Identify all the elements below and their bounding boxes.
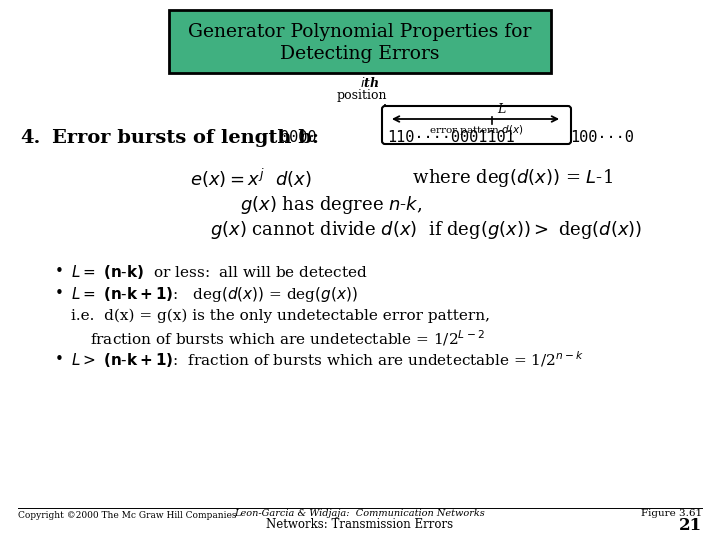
Text: position: position — [337, 89, 387, 102]
Text: fraction of bursts which are undetectable = 1/2$^{L-2}$: fraction of bursts which are undetectabl… — [90, 328, 485, 348]
Text: 110····0001101: 110····0001101 — [387, 131, 515, 145]
Text: L: L — [498, 103, 505, 116]
Text: $g(x)$ cannot divide $d(x)$  if deg$(g(x))>$ deg$(d(x))$: $g(x)$ cannot divide $d(x)$ if deg$(g(x)… — [210, 219, 642, 241]
Text: $L >$ $\mathbf{(n\text{-}k+1)}$:  fraction of bursts which are undetectable = 1/: $L >$ $\mathbf{(n\text{-}k+1)}$: fractio… — [71, 350, 584, 370]
Text: Detecting Errors: Detecting Errors — [280, 45, 440, 63]
Text: $L =$ $\mathbf{(n\text{-}k+1)}$:   deg$(d(x))$ = deg$(g(x))$: $L =$ $\mathbf{(n\text{-}k+1)}$: deg$(d(… — [71, 285, 358, 303]
Text: Error bursts of length b:: Error bursts of length b: — [52, 129, 319, 147]
Text: $g(x)$ has degree $n$-$k$,: $g(x)$ has degree $n$-$k$, — [240, 194, 423, 216]
Text: Copyright ©2000 The Mc Graw Hill Companies: Copyright ©2000 The Mc Graw Hill Compani… — [18, 511, 236, 521]
Text: Networks: Transmission Errors: Networks: Transmission Errors — [266, 517, 454, 530]
Text: 0000: 0000 — [280, 131, 317, 145]
Text: $i$th: $i$th — [361, 76, 379, 90]
Text: 100···0: 100···0 — [570, 131, 634, 145]
Text: •: • — [55, 265, 64, 280]
FancyBboxPatch shape — [382, 106, 571, 144]
Text: Generator Polynomial Properties for: Generator Polynomial Properties for — [189, 23, 531, 41]
Text: error pattern $d(x)$: error pattern $d(x)$ — [429, 123, 524, 137]
Text: $L =$ $\mathbf{(n\text{-}k)}$  or less:  all will be detected: $L =$ $\mathbf{(n\text{-}k)}$ or less: a… — [71, 263, 368, 281]
Text: •: • — [55, 287, 64, 301]
Text: Leon-Garcia & Widjaja:  Communication Networks: Leon-Garcia & Widjaja: Communication Net… — [235, 510, 485, 518]
Text: where deg$(d(x))$ = $L$-1: where deg$(d(x))$ = $L$-1 — [390, 167, 613, 189]
Text: 4.: 4. — [20, 129, 40, 147]
Text: •: • — [55, 353, 64, 368]
FancyBboxPatch shape — [169, 10, 551, 73]
Text: Figure 3.61: Figure 3.61 — [641, 510, 702, 518]
Text: i.e.  d(x) = g(x) is the only undetectable error pattern,: i.e. d(x) = g(x) is the only undetectabl… — [71, 309, 490, 323]
Text: 21: 21 — [679, 517, 702, 535]
Text: $e(x) = x^j\ \ d(x)$: $e(x) = x^j\ \ d(x)$ — [190, 166, 312, 190]
